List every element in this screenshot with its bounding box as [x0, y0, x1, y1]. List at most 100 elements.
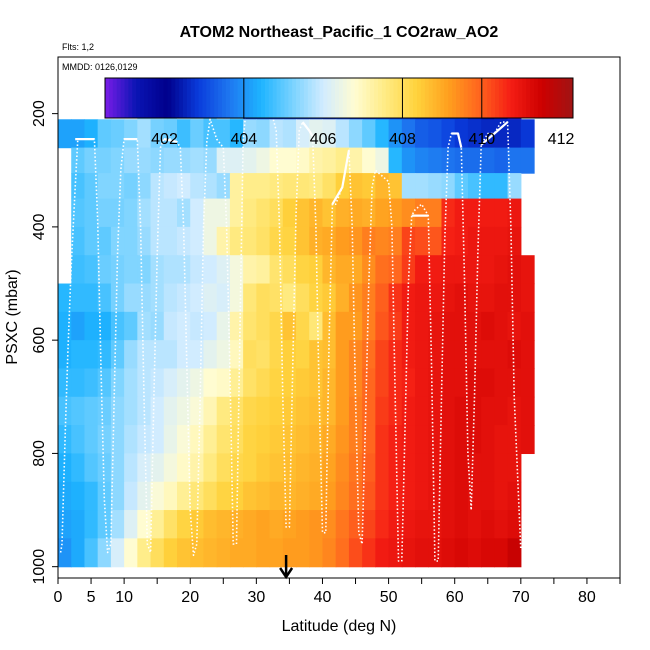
- colorbar-swatch: [253, 78, 258, 118]
- heatmap-cell: [322, 538, 337, 568]
- heatmap-cell: [256, 453, 271, 483]
- heatmap-cell: [58, 340, 72, 370]
- colorbar-swatch: [155, 78, 161, 118]
- heatmap-cell: [243, 510, 257, 539]
- colorbar-swatch: [487, 78, 492, 118]
- colorbar-swatch: [526, 78, 531, 118]
- heatmap-cell: [388, 226, 403, 256]
- heatmap-cell: [269, 119, 284, 149]
- y-tick-label: 400: [31, 213, 48, 240]
- colorbar-swatch: [483, 78, 488, 118]
- colorbar-swatch: [288, 78, 293, 118]
- heatmap-cell: [84, 255, 99, 285]
- heatmap-cell: [441, 147, 456, 174]
- heatmap-cell: [388, 538, 403, 568]
- heatmap-cell: [203, 425, 218, 455]
- heatmap-cell: [243, 173, 257, 200]
- heatmap-cell: [362, 119, 376, 149]
- heatmap-cell: [216, 481, 231, 511]
- heatmap-cell: [243, 311, 257, 341]
- heatmap-cell: [441, 510, 456, 539]
- heatmap-cell: [415, 311, 429, 341]
- x-tick-label: 10: [115, 589, 133, 606]
- y-axis-label: PSXC (mbar): [4, 269, 21, 364]
- heatmap-cell: [507, 255, 522, 285]
- heatmap-cell: [229, 538, 244, 568]
- heatmap-cell: [322, 198, 337, 228]
- heatmap-cell: [428, 340, 443, 370]
- heatmap-cell: [177, 538, 191, 568]
- colorbar-tick-label: 406: [310, 131, 337, 148]
- heatmap-cell: [428, 311, 443, 341]
- colorbar-swatch: [214, 78, 219, 118]
- colorbar-swatch: [175, 78, 180, 118]
- heatmap-cell: [243, 368, 257, 398]
- heatmap-cell: [97, 425, 112, 455]
- heatmap-cell: [401, 255, 416, 285]
- heatmap-cell: [322, 453, 337, 483]
- heatmap-cell: [243, 425, 257, 455]
- heatmap-cell: [322, 173, 337, 200]
- heatmap-cell: [428, 119, 443, 149]
- heatmap-cell: [296, 481, 310, 511]
- colorbar-swatch: [218, 78, 223, 118]
- heatmap-cell: [190, 510, 205, 539]
- heatmap-cell: [97, 147, 112, 174]
- heatmap-cell: [494, 425, 509, 455]
- x-tick-label: 50: [380, 589, 398, 606]
- colorbar-swatch: [339, 78, 344, 118]
- heatmap-cell: [124, 119, 138, 149]
- colorbar-swatch: [366, 78, 371, 118]
- heatmap-cell: [401, 173, 416, 200]
- heatmap-cell: [296, 147, 310, 174]
- heatmap-cell: [190, 255, 205, 285]
- heatmap-cell: [190, 340, 205, 370]
- heatmap-cell: [507, 538, 522, 568]
- heatmap-cell: [348, 255, 363, 285]
- heatmap-cell: [177, 453, 191, 483]
- heatmap-cell: [335, 255, 350, 285]
- heatmap-cell: [415, 283, 429, 313]
- heatmap-cell: [467, 226, 482, 256]
- heatmap-cell: [481, 147, 495, 174]
- colorbar-swatch: [432, 78, 437, 118]
- heatmap-cell: [507, 510, 522, 539]
- heatmap-cell: [58, 368, 72, 398]
- heatmap-cell: [203, 368, 218, 398]
- heatmap-cell: [97, 396, 112, 426]
- x-tick-label: 80: [578, 589, 596, 606]
- colorbar-swatch: [342, 78, 348, 118]
- heatmap-cell: [71, 453, 86, 483]
- heatmap-cell: [229, 481, 244, 511]
- heatmap-cell: [467, 425, 482, 455]
- heatmap-cell: [401, 226, 416, 256]
- colorbar-tick-label: 402: [151, 131, 178, 148]
- heatmap-cell: [322, 425, 337, 455]
- heatmap-cell: [401, 510, 416, 539]
- heatmap-cell: [481, 198, 495, 228]
- heatmap-cell: [124, 396, 138, 426]
- heatmap-cell: [296, 538, 310, 568]
- heatmap-cell: [335, 481, 350, 511]
- heatmap-cell: [71, 283, 86, 313]
- heatmap-cell: [388, 340, 403, 370]
- colorbar: [104, 77, 574, 119]
- heatmap-cell: [520, 368, 535, 398]
- colorbar-swatch: [475, 78, 480, 118]
- heatmap-cell: [309, 119, 324, 149]
- heatmap-cell: [507, 453, 522, 483]
- colorbar-swatch: [444, 78, 449, 118]
- heatmap-cell: [441, 481, 456, 511]
- colorbar-swatch: [350, 78, 356, 118]
- heatmap-cell: [322, 340, 337, 370]
- heatmap-cell: [124, 538, 138, 568]
- heatmap-cell: [348, 311, 363, 341]
- heatmap-cell: [296, 283, 310, 313]
- heatmap-cell: [229, 226, 244, 256]
- heatmap-cell: [203, 538, 218, 568]
- heatmap-cell: [309, 173, 324, 200]
- heatmap-cell: [494, 119, 509, 149]
- colorbar-swatch: [459, 78, 465, 118]
- colorbar-swatch: [183, 78, 188, 118]
